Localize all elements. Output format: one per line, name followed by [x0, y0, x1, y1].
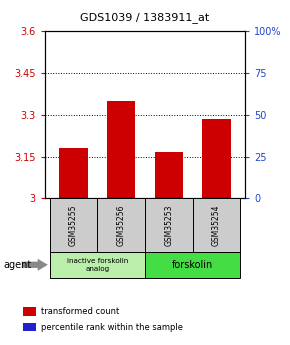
Text: forskolin: forskolin [172, 260, 213, 270]
Bar [155, 152, 183, 198]
Bar [97, 198, 145, 252]
Bar [202, 119, 231, 198]
Text: inactive forskolin
analog: inactive forskolin analog [67, 258, 128, 272]
Text: GSM35256: GSM35256 [117, 204, 126, 246]
Bar [50, 252, 145, 278]
Bar [59, 148, 88, 198]
Bar [50, 198, 97, 252]
Text: percentile rank within the sample: percentile rank within the sample [41, 323, 183, 332]
Bar [107, 197, 135, 198]
Bar [59, 197, 88, 198]
Bar [193, 198, 240, 252]
Bar [202, 197, 231, 198]
Text: GDS1039 / 1383911_at: GDS1039 / 1383911_at [80, 12, 210, 23]
Bar [155, 197, 183, 198]
Text: agent: agent [3, 260, 31, 270]
Bar [107, 101, 135, 198]
Text: GSM35253: GSM35253 [164, 204, 173, 246]
Text: transformed count: transformed count [41, 307, 119, 316]
Bar [145, 198, 193, 252]
Bar [145, 252, 240, 278]
Text: GSM35255: GSM35255 [69, 204, 78, 246]
Text: GSM35254: GSM35254 [212, 204, 221, 246]
